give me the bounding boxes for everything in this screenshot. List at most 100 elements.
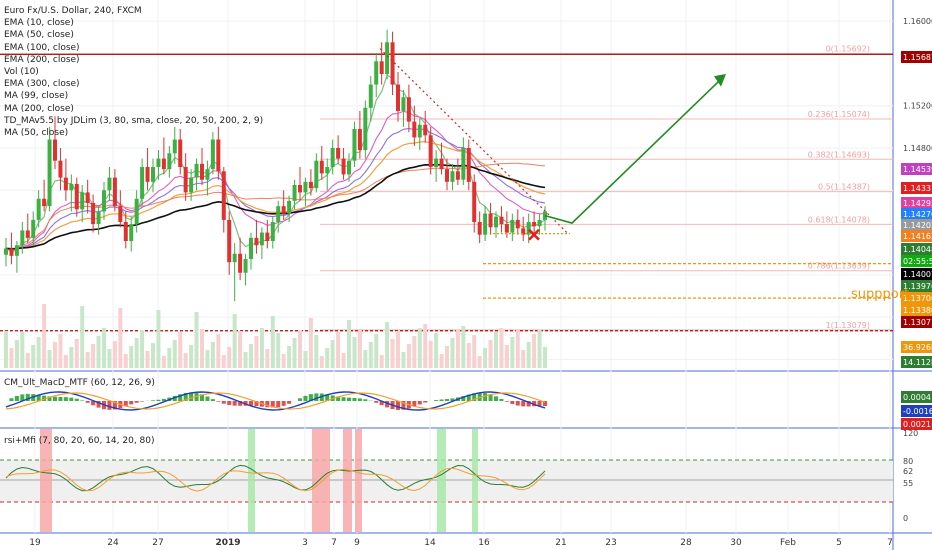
candle-body xyxy=(25,230,30,238)
candle-body xyxy=(243,259,248,273)
rsi-highlight-band xyxy=(40,429,52,532)
time-tick-label: 19 xyxy=(29,538,41,548)
indicator-label[interactable]: EMA (300, close) xyxy=(4,79,80,90)
macd-histogram-bar xyxy=(178,394,183,401)
candle-body xyxy=(238,253,243,273)
candle-body xyxy=(134,198,139,225)
volume-bar xyxy=(265,349,270,368)
volume-bar xyxy=(9,348,14,368)
indicator-label[interactable]: TD_MAv5.5 by JDLim (3, 80, sma, close, 2… xyxy=(4,115,264,126)
indicator-label[interactable]: EMA (100, close) xyxy=(4,42,80,53)
macd-value-label: -0.0016 xyxy=(903,407,932,416)
fib-level-label: 1(1.13079) xyxy=(826,321,870,330)
price-tag xyxy=(901,304,932,316)
candle-body xyxy=(74,183,79,210)
candle-body xyxy=(161,158,166,170)
macd-histogram-bar xyxy=(450,398,455,401)
macd-histogram-bar xyxy=(183,392,188,401)
macd-histogram-bar xyxy=(352,397,357,401)
indicator-label[interactable]: EMA (50, close) xyxy=(4,30,74,41)
candle-body xyxy=(292,185,297,201)
macd-histogram-bar xyxy=(232,401,237,406)
rsi-panel-title[interactable]: rsi+Mfi (7, 80, 20, 60, 14, 20, 80) xyxy=(4,436,155,446)
volume-bar xyxy=(281,354,286,368)
macd-histogram-bar xyxy=(161,398,166,401)
macd-histogram-bar xyxy=(515,401,520,406)
price-tag xyxy=(901,292,932,304)
macd-histogram-bar xyxy=(319,393,324,401)
price-tag-label: 1.13380 xyxy=(903,306,932,315)
volume-bar xyxy=(515,329,520,368)
candle-body xyxy=(42,198,47,207)
candle-body xyxy=(200,163,204,180)
volume-bar xyxy=(63,355,68,368)
indicator-label[interactable]: Vol (10) xyxy=(4,67,39,78)
candle-body xyxy=(194,163,199,178)
rsi-tick-label: 120 xyxy=(903,429,918,438)
macd-histogram-bar xyxy=(521,401,526,407)
macd-panel-title[interactable]: CM_Ult_MacD_MTF (60, 12, 26, 9) xyxy=(4,378,155,388)
candle-body xyxy=(36,198,41,220)
rsi-line xyxy=(5,464,546,492)
candle-body xyxy=(319,160,324,174)
price-tag xyxy=(901,197,932,209)
candle-body xyxy=(221,171,226,220)
price-tick-label: 1.15200 xyxy=(903,102,932,111)
price-tag xyxy=(901,163,932,175)
indicator-label[interactable]: MA (200, close) xyxy=(4,103,74,114)
moving-average-lines xyxy=(5,74,546,253)
candle-body xyxy=(428,135,433,168)
price-tag-label: 1.13706 xyxy=(903,294,932,303)
macd-histogram-bar xyxy=(412,401,417,407)
indicator-label[interactable]: EMA (200, close) xyxy=(4,54,80,65)
candle-body xyxy=(423,124,428,136)
volume-bar xyxy=(102,328,106,368)
volume-bar xyxy=(151,343,155,368)
volume-bar xyxy=(227,347,232,368)
macd-histogram-bar xyxy=(396,401,400,410)
macd-histogram-bar xyxy=(47,396,52,401)
candle-body xyxy=(510,219,515,233)
time-tick-label: 21 xyxy=(555,538,566,548)
macd-histogram-bar xyxy=(434,400,439,401)
indicator-label[interactable]: EMA (10, close) xyxy=(4,18,74,29)
macd-histogram-bar xyxy=(74,398,79,401)
volume-bar xyxy=(134,338,139,368)
macd-histogram-bar xyxy=(265,401,270,408)
macd-histogram-bar xyxy=(200,394,204,401)
price-tag-label: 1.14292 xyxy=(903,199,932,208)
indicator-label[interactable]: MA (99, close) xyxy=(4,91,69,102)
volume-bar xyxy=(36,337,41,368)
macd-value-tag xyxy=(901,418,932,430)
candle-body xyxy=(107,177,112,191)
volume-bar xyxy=(145,351,150,368)
price-tag-label: 1.13071 xyxy=(903,318,932,327)
rsi-highlight-band xyxy=(343,429,352,532)
macd-histogram-bar xyxy=(221,401,226,404)
volume-bar xyxy=(319,356,324,368)
time-tick-label: 28 xyxy=(680,538,692,548)
candle-body xyxy=(455,171,460,180)
rsi-tick-label: 0 xyxy=(903,514,908,523)
volume-bar xyxy=(336,332,341,368)
volume-bar xyxy=(308,318,313,368)
indicator-label[interactable]: MA (50, close) xyxy=(4,128,69,139)
candle-body xyxy=(401,97,406,111)
macd-histogram-bar xyxy=(91,401,96,406)
rsi-highlight-band xyxy=(355,429,362,532)
time-tick-label: 14 xyxy=(424,538,436,548)
fib-level-label: 0.786(1.13639) xyxy=(808,262,870,271)
candle-body xyxy=(172,139,177,154)
volume-bar xyxy=(330,340,335,368)
indicator-legend: Euro Fx/U.S. Dollar, 240, FXCM EMA (10, … xyxy=(4,5,263,139)
candle-body xyxy=(461,148,466,180)
candle-body xyxy=(357,128,362,151)
volume-bar xyxy=(140,330,145,368)
macd-histogram-bar xyxy=(53,396,57,401)
candle-body xyxy=(102,190,106,212)
volume-bar xyxy=(537,330,542,368)
candle-body xyxy=(145,167,150,182)
volume-bar xyxy=(238,331,243,368)
